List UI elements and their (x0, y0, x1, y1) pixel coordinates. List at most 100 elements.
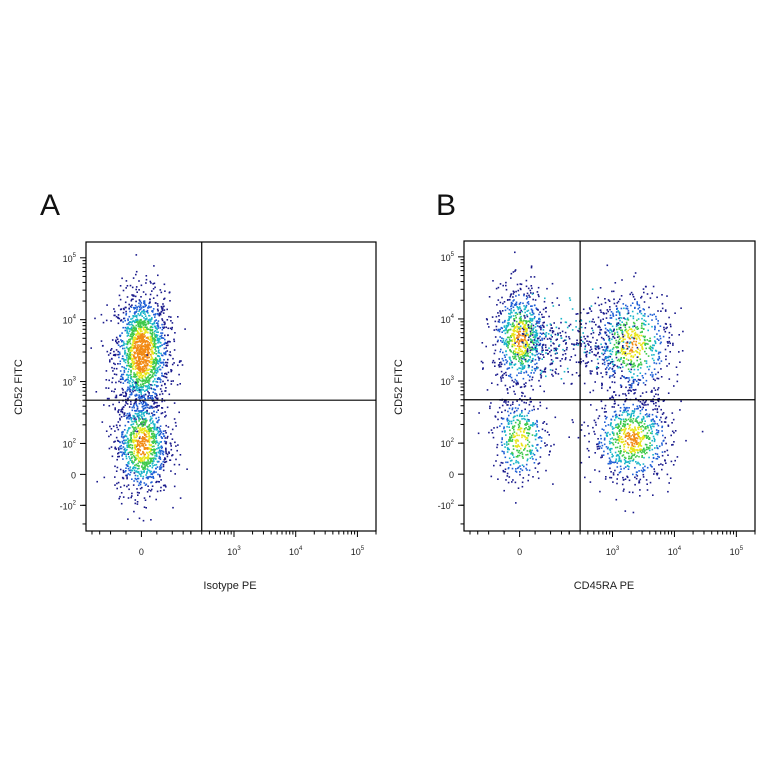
data-point (536, 348, 538, 350)
data-point (533, 341, 536, 344)
data-point (150, 427, 153, 430)
data-point (121, 366, 123, 368)
data-point (665, 442, 667, 445)
data-point (611, 381, 614, 383)
data-point (142, 324, 145, 327)
data-point (630, 348, 632, 351)
data-point (133, 295, 135, 297)
data-point (123, 429, 126, 431)
data-point (643, 423, 646, 425)
data-point (174, 441, 176, 444)
data-point (629, 424, 632, 426)
data-point (655, 362, 658, 365)
data-point (158, 443, 160, 445)
data-point (616, 302, 619, 304)
data-point (156, 406, 158, 409)
data-point (498, 358, 500, 360)
data-point (527, 346, 530, 348)
data-point (131, 461, 134, 464)
data-point (132, 345, 135, 347)
data-point (632, 412, 635, 415)
data-point (619, 452, 621, 455)
data-point (542, 325, 545, 327)
data-point (490, 402, 492, 404)
data-point (528, 379, 531, 382)
data-point (148, 457, 151, 460)
data-point (151, 466, 154, 469)
data-point (166, 350, 169, 352)
data-point (517, 383, 519, 385)
data-point (138, 348, 140, 351)
data-point (647, 315, 650, 318)
data-point (594, 345, 597, 347)
data-point (639, 421, 641, 424)
data-point (524, 347, 527, 349)
data-point (620, 420, 622, 423)
data-point (621, 340, 623, 342)
data-point (113, 350, 115, 353)
data-point (124, 349, 126, 352)
data-point (649, 347, 651, 350)
data-point (488, 296, 491, 298)
data-point (587, 449, 590, 452)
data-point (137, 425, 139, 428)
data-point (139, 429, 142, 432)
data-point (146, 311, 149, 313)
data-point (138, 305, 140, 308)
data-point (153, 406, 155, 409)
data-point (146, 362, 149, 365)
data-point (121, 442, 124, 444)
data-point (536, 339, 539, 341)
data-point (615, 339, 617, 342)
data-point (131, 453, 134, 455)
data-point (599, 329, 602, 331)
data-point (519, 313, 522, 315)
data-point (142, 444, 144, 447)
data-point (131, 344, 134, 346)
data-point (612, 315, 615, 317)
data-point (147, 433, 150, 435)
data-point (630, 447, 632, 450)
data-point (524, 349, 527, 352)
data-point (529, 375, 531, 378)
data-point (161, 309, 164, 312)
data-point (515, 459, 518, 462)
data-point (609, 442, 611, 445)
data-point (529, 351, 531, 354)
data-point (125, 439, 128, 441)
data-point (136, 306, 138, 309)
data-point (155, 363, 157, 366)
data-point (117, 322, 120, 325)
data-point (649, 432, 652, 434)
data-point (146, 309, 149, 312)
data-point (495, 315, 498, 318)
data-point (133, 308, 136, 310)
data-point (130, 323, 133, 326)
data-point (626, 332, 629, 335)
data-point (130, 299, 133, 302)
data-point (130, 457, 133, 460)
data-point (108, 379, 110, 382)
data-point (138, 368, 141, 370)
data-point (134, 409, 136, 412)
data-point (536, 340, 539, 342)
data-point (639, 438, 642, 440)
data-point (139, 300, 141, 303)
data-point (636, 437, 639, 440)
data-point (632, 382, 635, 384)
data-point (641, 330, 643, 333)
data-point (513, 343, 515, 346)
data-point (131, 286, 134, 289)
data-point (158, 378, 161, 381)
data-point (147, 346, 150, 349)
data-point (627, 392, 630, 395)
data-point (609, 361, 612, 363)
data-point (676, 380, 679, 383)
data-point (609, 352, 612, 355)
data-point (137, 442, 139, 445)
data-point (538, 295, 540, 298)
data-point (503, 372, 505, 375)
data-point (122, 321, 124, 323)
data-point (637, 368, 639, 371)
data-point (138, 378, 141, 381)
